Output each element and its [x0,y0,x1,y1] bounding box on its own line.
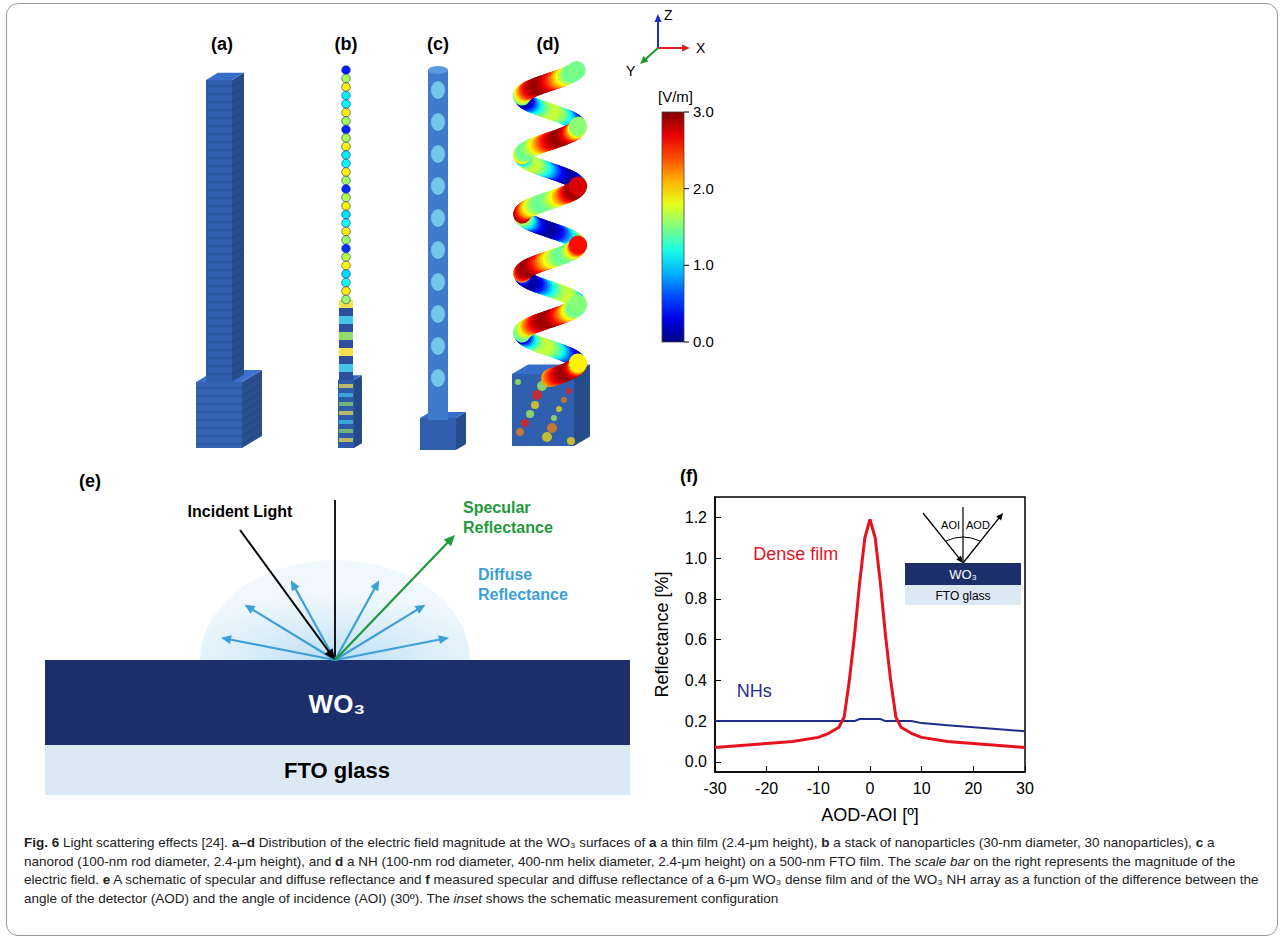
svg-text:Diffuse: Diffuse [478,566,532,583]
svg-text:FTO glass: FTO glass [284,758,390,783]
svg-text:30: 30 [1016,780,1034,797]
svg-text:Z: Z [664,7,673,23]
svg-text:(c): (c) [427,34,449,54]
svg-text:AOI: AOI [941,519,960,531]
html-text:(f): (f) [680,466,698,486]
svg-text:0.2: 0.2 [685,713,707,730]
svg-text:WO₃: WO₃ [309,689,366,719]
svg-text:(a): (a) [211,34,233,54]
svg-text:0.0: 0.0 [693,333,714,350]
svg-text:10: 10 [913,780,931,797]
svg-text:X: X [696,40,706,56]
svg-text:0.0: 0.0 [685,753,707,770]
svg-text:NHs: NHs [737,681,772,701]
svg-text:(d): (d) [537,34,560,54]
svg-text:-10: -10 [807,780,830,797]
svg-text:Reflectance: Reflectance [463,519,553,536]
svg-text:Incident Light: Incident Light [188,503,294,520]
svg-text:Reflectance [%]: Reflectance [%] [652,571,672,697]
svg-text:0: 0 [866,780,875,797]
svg-text:Specular: Specular [463,499,531,516]
svg-text:-30: -30 [703,780,726,797]
svg-text:0.4: 0.4 [685,672,707,689]
svg-text:AOD: AOD [966,519,990,531]
svg-text:2.0: 2.0 [693,180,714,197]
svg-text:FTO glass: FTO glass [935,589,990,603]
svg-text:[V/m]: [V/m] [658,88,693,105]
svg-text:AOD-AOI [º]: AOD-AOI [º] [821,805,919,825]
svg-text:20: 20 [964,780,982,797]
svg-text:WO₃: WO₃ [949,567,977,582]
svg-text:Dense film: Dense film [753,544,838,564]
svg-text:Y: Y [626,63,636,79]
svg-text:(e): (e) [79,471,101,491]
svg-text:3.0: 3.0 [693,103,714,120]
svg-text:1.2: 1.2 [685,509,707,526]
svg-text:1.0: 1.0 [685,550,707,567]
svg-text:1.0: 1.0 [693,256,714,273]
svg-text:0.8: 0.8 [685,590,707,607]
svg-text:Reflectance: Reflectance [478,586,568,603]
html-text:Fig. 6 Light scattering effect: Fig. 6 Light scattering effects [24]. a–… [24,835,1259,906]
svg-text:-20: -20 [755,780,778,797]
svg-text:(b): (b) [335,34,358,54]
svg-text:0.6: 0.6 [685,631,707,648]
